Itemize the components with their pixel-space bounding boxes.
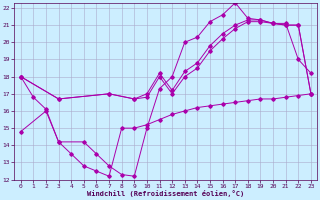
X-axis label: Windchill (Refroidissement éolien,°C): Windchill (Refroidissement éolien,°C)	[87, 190, 244, 197]
